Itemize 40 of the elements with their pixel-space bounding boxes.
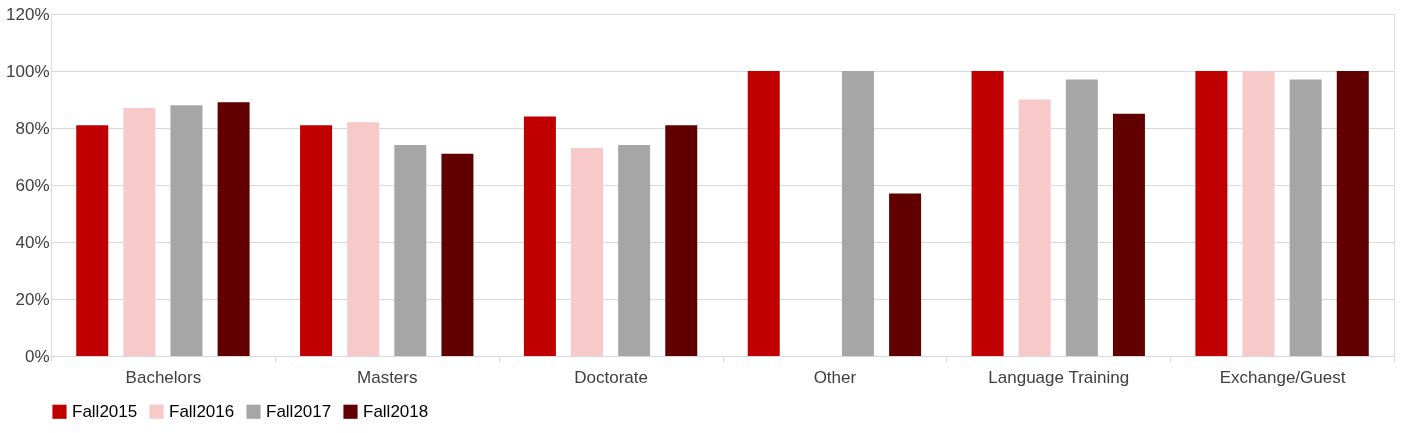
bar	[1065, 79, 1098, 356]
y-tick-label: 60%	[15, 175, 50, 195]
y-tick-label: 80%	[15, 118, 50, 138]
bar	[394, 145, 427, 356]
legend-label: Fall2015	[72, 401, 138, 421]
bar	[747, 71, 780, 356]
bar	[665, 125, 698, 356]
bar	[1018, 99, 1051, 356]
bar	[441, 153, 474, 356]
x-tick-label: Other	[813, 367, 857, 387]
bar	[347, 122, 380, 356]
bar	[1336, 71, 1369, 356]
legend-label: Fall2016	[169, 401, 235, 421]
bar	[523, 116, 556, 356]
bar	[1242, 71, 1275, 356]
legend-label: Fall2018	[363, 401, 429, 421]
bar	[170, 105, 203, 356]
bar	[300, 125, 333, 356]
bar	[971, 71, 1004, 356]
x-tick-label: Bachelors	[125, 367, 202, 387]
y-tick-label: 120%	[6, 4, 50, 24]
bar	[1112, 113, 1145, 356]
bar	[1195, 71, 1228, 356]
bar	[889, 193, 922, 356]
bar	[123, 108, 156, 356]
bar	[618, 145, 651, 356]
bar	[1289, 79, 1322, 356]
y-tick-label: 40%	[15, 232, 50, 252]
x-tick-label: Language Training	[988, 367, 1130, 387]
bar	[217, 102, 250, 356]
bar	[571, 147, 604, 356]
bar	[76, 125, 109, 356]
x-tick-label: Masters	[357, 367, 418, 387]
x-tick-label: Exchange/Guest	[1219, 367, 1346, 387]
y-tick-label: 100%	[6, 61, 50, 81]
y-tick-label: 0%	[24, 346, 50, 366]
legend-label: Fall2017	[266, 401, 332, 421]
y-tick-label: 20%	[15, 289, 50, 309]
bar	[841, 71, 874, 356]
x-tick-label: Doctorate	[574, 367, 648, 387]
